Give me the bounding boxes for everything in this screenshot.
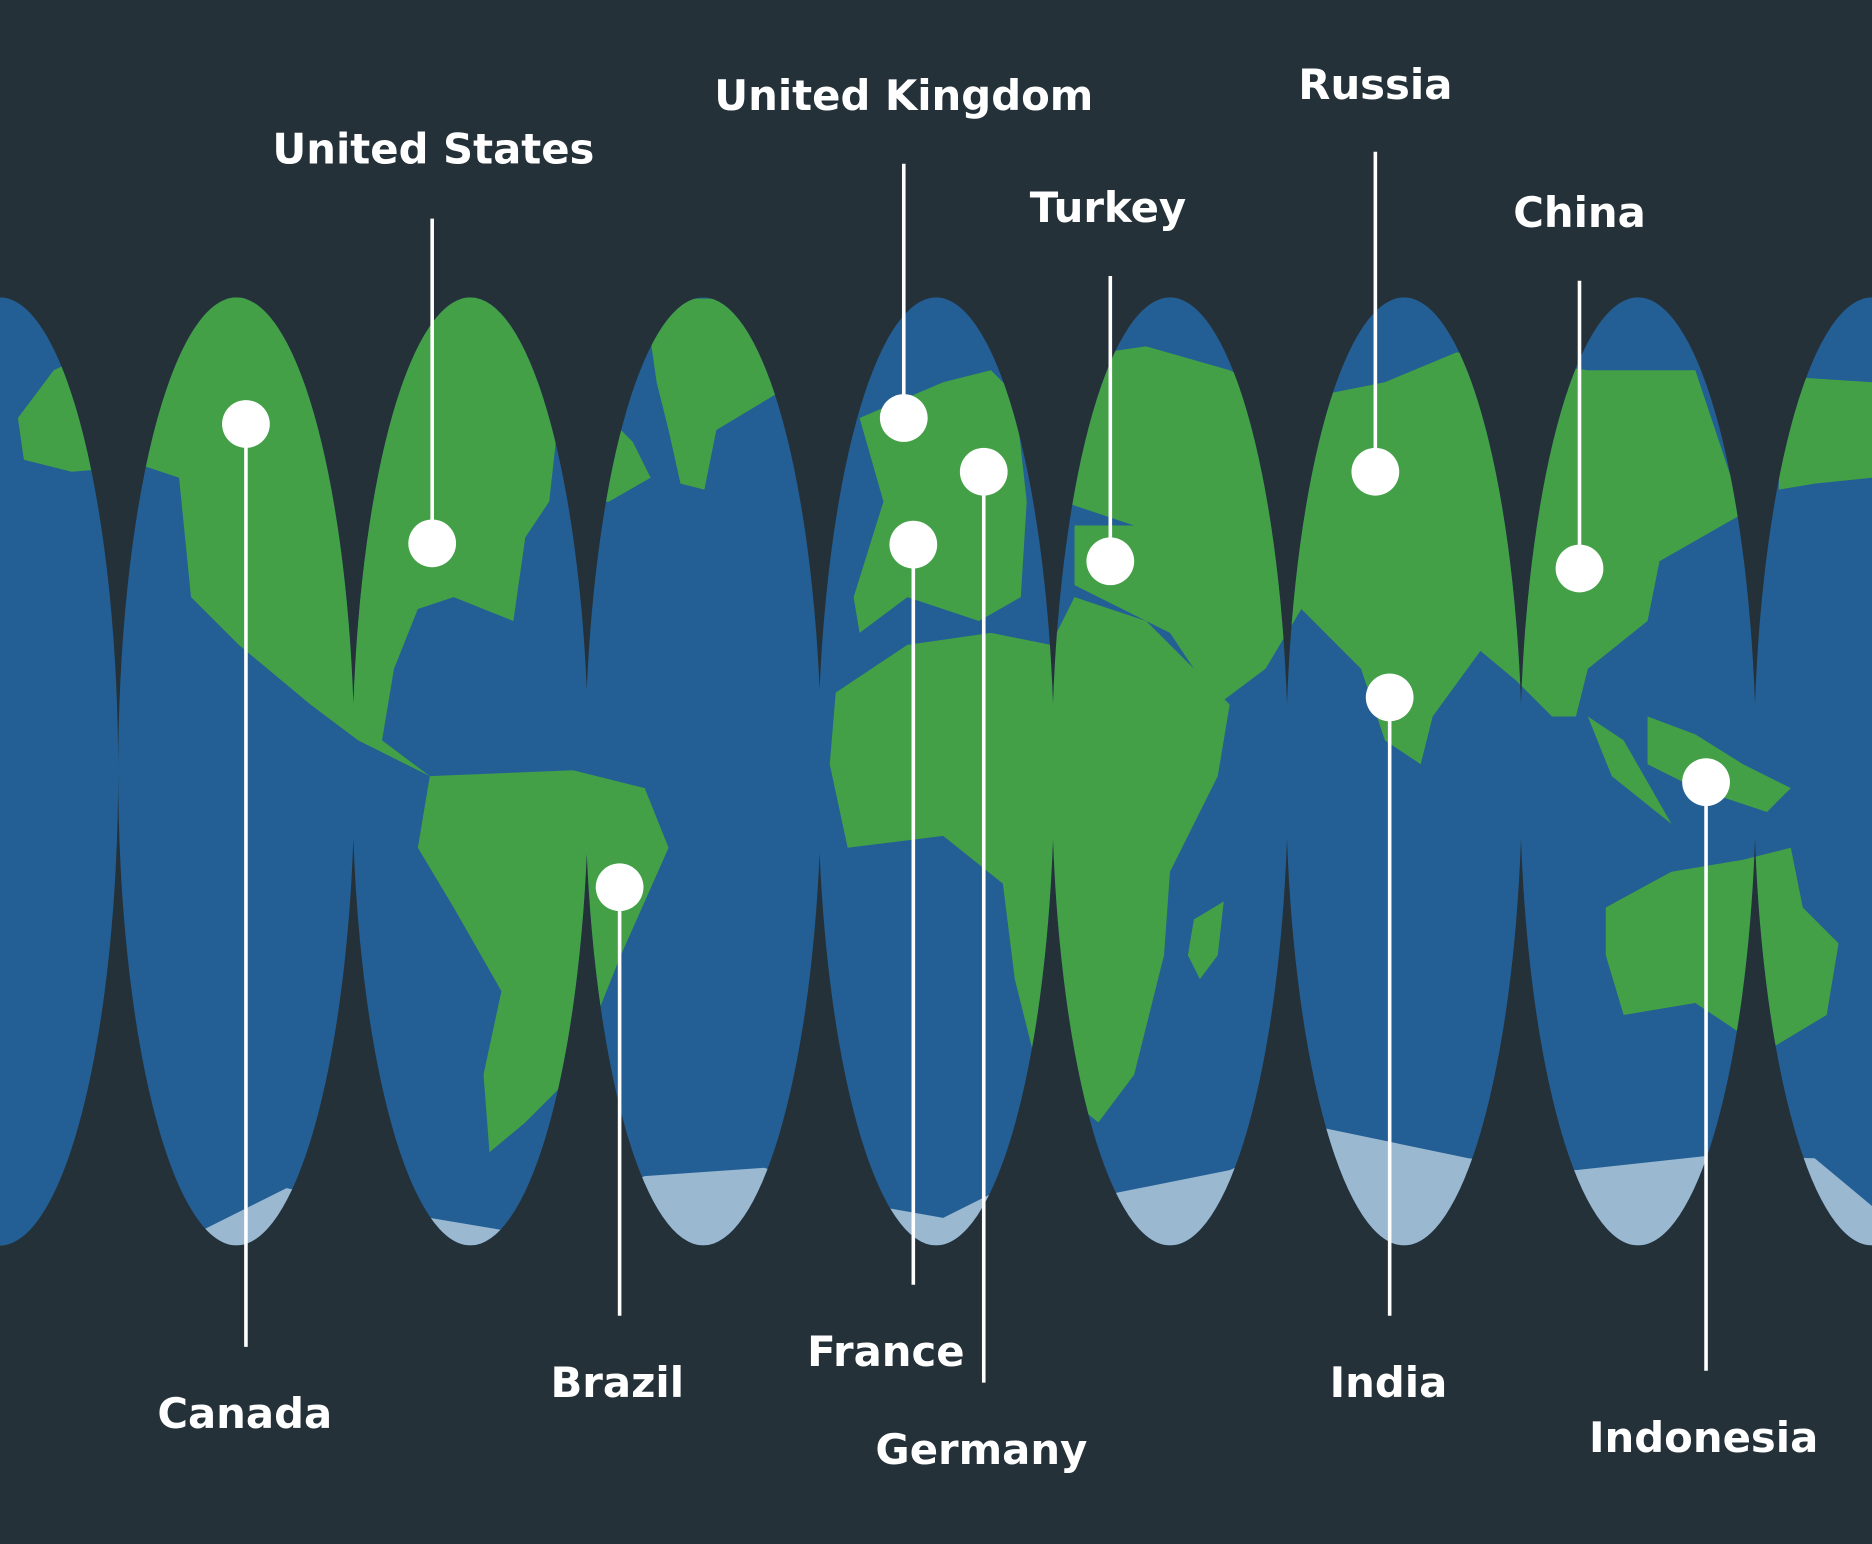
country-label: China [1513,188,1646,237]
pin-marker[interactable] [959,447,1008,496]
pin-united-states[interactable]: United States [272,125,594,568]
pin-india[interactable]: India [1330,673,1448,1407]
country-label: Indonesia [1589,1413,1818,1462]
country-label: United States [272,125,594,174]
landmasses [17,297,1872,1153]
pin-marker[interactable] [595,863,644,912]
pin-france[interactable]: France [807,520,965,1376]
asia [1062,346,1744,765]
pin-canada[interactable]: Canada [157,400,332,1438]
pin-marker[interactable] [1682,758,1730,807]
pin-brazil[interactable]: Brazil [550,863,684,1407]
pin-turkey[interactable]: Turkey [1030,183,1186,586]
africa [829,597,1230,1123]
indonesia-west [1587,716,1672,824]
pin-marker[interactable] [408,519,457,568]
country-label: Canada [157,1389,332,1438]
pin-germany[interactable]: Germany [875,447,1087,1474]
pin-united-kingdom[interactable]: United Kingdom [714,71,1093,442]
pin-marker[interactable] [889,520,938,569]
country-label: Brazil [550,1358,684,1407]
country-label: Germany [875,1425,1087,1474]
pin-marker[interactable] [879,394,928,442]
antarctica-ice [0,1128,1872,1246]
australia [1605,847,1839,1051]
country-label: Turkey [1030,183,1186,232]
country-label: Russia [1298,60,1452,109]
pin-marker[interactable] [1555,544,1604,593]
country-label: France [807,1327,964,1376]
madagascar [1187,901,1224,980]
east-asia [1778,376,1872,490]
pin-marker[interactable] [222,400,270,448]
pin-china[interactable]: China [1513,188,1646,593]
pin-marker[interactable] [1365,673,1414,722]
south-america [417,770,669,1153]
greenland [644,298,777,490]
pin-russia[interactable]: Russia [1298,60,1452,496]
pin-marker[interactable] [1086,537,1135,586]
country-pins: Canada United States Brazil United Kingdom F… [157,60,1818,1474]
country-label: United Kingdom [714,71,1093,120]
pin-marker[interactable] [1351,447,1400,496]
country-label: India [1330,1358,1448,1407]
pin-indonesia[interactable]: Indonesia [1589,758,1818,1462]
